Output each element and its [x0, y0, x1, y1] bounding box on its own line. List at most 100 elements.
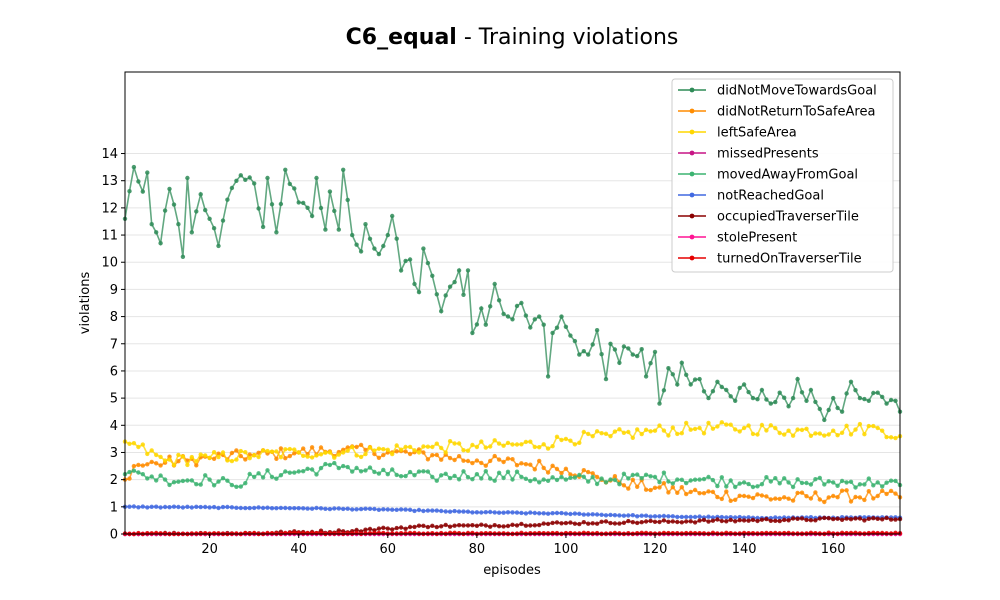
- series-didNotMoveTowardsGoal: [122, 164, 903, 423]
- series-point: [777, 390, 782, 395]
- series-point: [750, 517, 756, 523]
- series-point: [848, 479, 854, 484]
- series-point: [853, 516, 858, 521]
- y-tick-label: 8: [110, 310, 118, 325]
- series-point: [488, 304, 493, 309]
- series-point: [715, 424, 720, 429]
- series-point: [318, 205, 324, 211]
- series-point: [185, 478, 190, 483]
- series-point: [323, 227, 328, 232]
- x-tick-label: 60: [380, 542, 397, 557]
- series-point: [514, 469, 520, 474]
- series-point: [358, 442, 364, 448]
- series-point: [773, 476, 778, 481]
- series-point: [617, 482, 622, 487]
- series-point: [839, 430, 845, 435]
- series-point: [866, 398, 871, 403]
- series-point: [194, 463, 199, 468]
- series-point: [265, 448, 270, 454]
- series-point: [447, 455, 453, 461]
- series-point: [880, 517, 885, 522]
- series-point: [630, 520, 635, 525]
- series-point: [171, 504, 177, 509]
- series-point: [777, 430, 782, 436]
- series-point: [884, 401, 889, 406]
- series-point: [229, 482, 235, 488]
- series-point: [154, 504, 159, 509]
- series-point: [363, 222, 368, 227]
- series-point: [483, 463, 488, 468]
- series-point: [131, 468, 137, 473]
- series-point: [844, 423, 849, 428]
- series-point: [666, 514, 671, 519]
- series-point: [835, 433, 840, 438]
- series-point: [782, 517, 787, 523]
- series-point: [643, 374, 649, 379]
- series-point: [154, 530, 159, 536]
- series-point: [679, 514, 684, 520]
- series-point: [528, 462, 533, 467]
- series-point: [238, 484, 243, 489]
- series-point: [403, 449, 408, 454]
- series-point: [586, 479, 591, 484]
- series-point: [862, 396, 867, 402]
- series-point: [746, 518, 751, 523]
- series-point: [737, 514, 742, 520]
- series-point: [474, 472, 480, 477]
- series-point: [777, 531, 782, 536]
- series-point: [394, 236, 399, 241]
- series-point: [314, 505, 319, 511]
- series-point: [643, 513, 649, 518]
- series-point: [496, 531, 502, 536]
- series-point: [782, 395, 787, 400]
- series-point: [639, 513, 644, 518]
- series-point: [839, 488, 845, 493]
- series-point: [648, 429, 653, 434]
- series-point: [733, 427, 738, 432]
- series-point: [541, 322, 546, 327]
- series-point: [345, 445, 350, 450]
- series-point: [158, 531, 163, 536]
- series-point: [327, 462, 333, 468]
- series-point: [136, 444, 141, 450]
- series-point: [799, 427, 805, 433]
- series-point: [884, 491, 889, 497]
- series-point: [666, 519, 671, 524]
- series-point: [559, 470, 564, 476]
- series-point: [189, 531, 194, 536]
- series-point: [439, 445, 444, 451]
- series-point: [733, 484, 738, 490]
- series-point: [265, 468, 270, 473]
- series-point: [813, 518, 818, 523]
- series-point: [136, 530, 141, 536]
- series-point: [826, 479, 831, 484]
- series-point: [185, 462, 190, 468]
- legend-swatch-marker: [689, 213, 695, 219]
- series-point: [608, 434, 613, 439]
- series-point: [652, 474, 658, 480]
- series-point: [452, 279, 457, 285]
- series-point: [684, 514, 689, 520]
- series-point: [679, 531, 684, 536]
- series-point: [301, 506, 306, 511]
- series-point: [635, 472, 640, 477]
- series-point: [679, 485, 684, 490]
- series-point: [501, 443, 506, 448]
- series-point: [790, 395, 796, 401]
- series-point: [813, 431, 818, 436]
- series-point: [425, 444, 431, 449]
- series-point: [372, 448, 377, 453]
- series-point: [207, 505, 212, 510]
- series-point: [621, 430, 627, 435]
- series-point: [532, 477, 537, 482]
- series-point: [862, 482, 867, 487]
- series-point: [710, 389, 716, 394]
- series-point: [465, 523, 471, 528]
- series-point: [568, 530, 573, 536]
- series-point: [755, 484, 760, 489]
- series-point: [203, 504, 208, 510]
- series-point: [434, 508, 439, 513]
- series-point: [853, 494, 858, 500]
- series-point: [519, 300, 524, 306]
- series-point: [296, 506, 301, 511]
